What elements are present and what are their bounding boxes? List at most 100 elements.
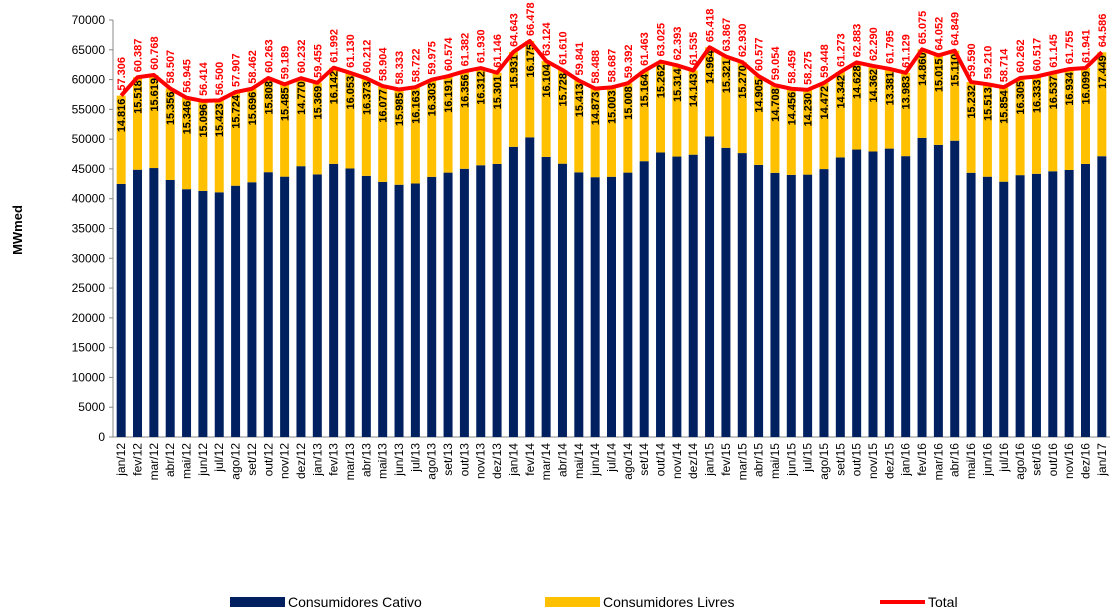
data-label: 58.462 [247, 50, 259, 84]
x-tick-label: fev/13 [327, 443, 341, 476]
data-label: 15.270 [737, 65, 749, 99]
x-tick-label: nov/13 [474, 443, 488, 479]
x-tick-label: out/12 [261, 443, 275, 477]
y-tick-label: 30000 [72, 251, 106, 265]
bar-segment [247, 88, 257, 183]
bar-segment [672, 65, 682, 157]
data-label: 15.619 [149, 78, 161, 112]
bar-segment [770, 172, 780, 438]
data-label: 15.724 [231, 94, 243, 129]
bar-segment [410, 87, 420, 184]
y-tick-label: 40000 [72, 192, 106, 206]
bar-segment [917, 137, 927, 438]
bar-segment [133, 77, 143, 170]
x-tick-label: mai/13 [376, 443, 390, 479]
bar-segment [231, 185, 241, 437]
y-tick-label: 0 [98, 430, 105, 444]
data-label: 15.321 [721, 60, 733, 94]
x-tick-label: ago/15 [817, 443, 831, 480]
bar-segment [819, 169, 829, 438]
data-label: 15.696 [247, 92, 259, 126]
bar-segment [1048, 171, 1058, 437]
data-label: 16.305 [1015, 81, 1027, 115]
data-label: 64.643 [508, 13, 520, 47]
bar-segment [950, 50, 960, 141]
bar-segment [901, 156, 911, 438]
x-tick-label: jul/13 [408, 443, 422, 473]
bar-segment [737, 153, 747, 437]
data-label: 14.456 [786, 92, 798, 126]
data-label: 14.964 [705, 49, 717, 84]
data-label: 65.418 [705, 9, 717, 43]
data-label: 61.130 [345, 34, 357, 68]
data-label: 60.232 [296, 40, 308, 74]
data-label: 15.413 [574, 84, 586, 118]
bar-segment [966, 172, 976, 437]
data-label: 16.537 [1048, 76, 1060, 110]
bar-segment [1031, 173, 1041, 437]
bar-segment [214, 192, 224, 437]
bar-segment [999, 181, 1009, 437]
data-label: 16.934 [1064, 71, 1076, 106]
data-label: 66.478 [525, 2, 537, 36]
x-tick-label: mai/16 [964, 443, 978, 479]
data-label: 58.459 [786, 50, 798, 84]
x-tick-label: mai/15 [768, 443, 782, 479]
data-label: 59.448 [819, 44, 831, 78]
bar-segment [329, 163, 339, 438]
data-label: 60.517 [1031, 38, 1043, 72]
bar-segment [770, 85, 780, 173]
x-tick-label: jan/17 [1095, 443, 1109, 477]
bar-segment [590, 177, 600, 438]
bar-segment [574, 80, 584, 173]
x-tick-label: jul/16 [997, 443, 1011, 473]
x-tick-label: ago/16 [1013, 443, 1027, 480]
data-label: 60.387 [133, 39, 145, 73]
bar-segment [361, 78, 371, 176]
bar-segment [476, 165, 486, 437]
x-tick-label: ago/14 [621, 443, 635, 480]
data-label: 63.867 [721, 18, 733, 52]
data-label: 60.212 [361, 40, 373, 74]
data-label: 15.096 [198, 104, 210, 138]
data-label: 61.941 [1080, 29, 1092, 63]
data-label: 61.930 [476, 29, 488, 63]
x-tick-label: out/15 [850, 443, 864, 477]
x-tick-label: set/16 [1029, 443, 1043, 476]
data-label: 59.841 [574, 42, 586, 76]
x-tick-label: mar/16 [931, 443, 945, 481]
bar-segment [1080, 68, 1090, 164]
bar-segment [852, 62, 862, 150]
bar-segment [1015, 175, 1025, 437]
data-label: 60.262 [1015, 39, 1027, 73]
bar-segment [541, 156, 551, 437]
bar-segment [966, 82, 976, 173]
x-tick-label: out/13 [457, 443, 471, 477]
bar-segment [884, 68, 894, 149]
data-label: 14.472 [819, 86, 831, 120]
bar-segment [525, 40, 535, 138]
data-label: 62.930 [737, 23, 749, 57]
bar-segment [345, 168, 355, 438]
bar-segment [737, 62, 747, 154]
bar-segment [165, 179, 175, 437]
data-label: 15.232 [966, 85, 978, 119]
bar-segment [1097, 52, 1107, 157]
x-tick-label: ago/13 [425, 443, 439, 480]
x-tick-label: set/15 [833, 443, 847, 476]
bar-segment [263, 172, 273, 437]
data-label: 57.306 [116, 57, 128, 91]
y-axis-label: MWmed [10, 205, 25, 255]
bar-segment [427, 79, 437, 177]
data-label: 61.129 [901, 34, 913, 68]
data-label: 14.816 [116, 99, 128, 133]
bar-segment [165, 88, 175, 180]
y-tick-label: 35000 [72, 222, 106, 236]
x-tick-label: jan/15 [703, 443, 717, 477]
legend-swatch [545, 597, 600, 607]
x-tick-label: set/13 [441, 443, 455, 476]
x-tick-label: nov/12 [278, 443, 292, 479]
data-label: 61.535 [688, 32, 700, 66]
data-label: 15.314 [672, 67, 684, 102]
